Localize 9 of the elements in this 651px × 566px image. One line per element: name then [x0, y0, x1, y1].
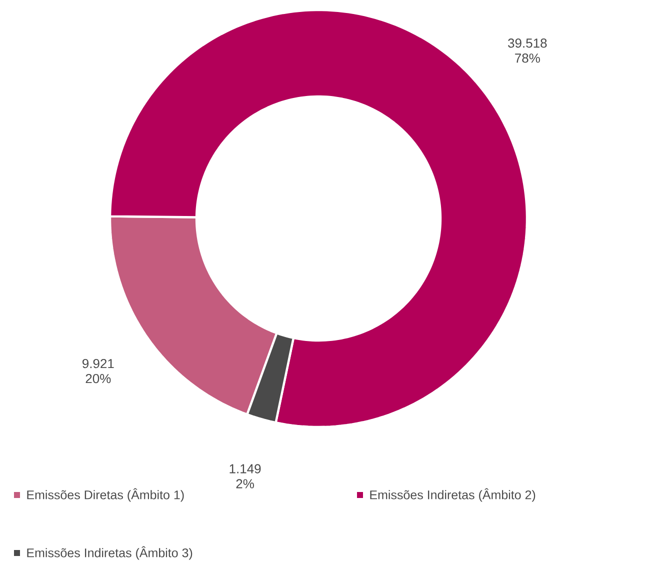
data-label: 9.921 — [82, 358, 114, 368]
text: 78% — [515, 54, 540, 63]
legend-label: Emissões Indiretas (Âmbito 2) — [370, 488, 536, 502]
text: 2% — [236, 479, 254, 488]
data-label: 1.149 — [230, 464, 261, 474]
text: 20% — [86, 374, 111, 384]
legend-label: Emissões Indiretas (Âmbito 3) — [27, 546, 192, 560]
data-label: 39.518 — [508, 38, 547, 48]
legend-label: Emissões Diretas (Âmbito 1) — [27, 488, 184, 502]
